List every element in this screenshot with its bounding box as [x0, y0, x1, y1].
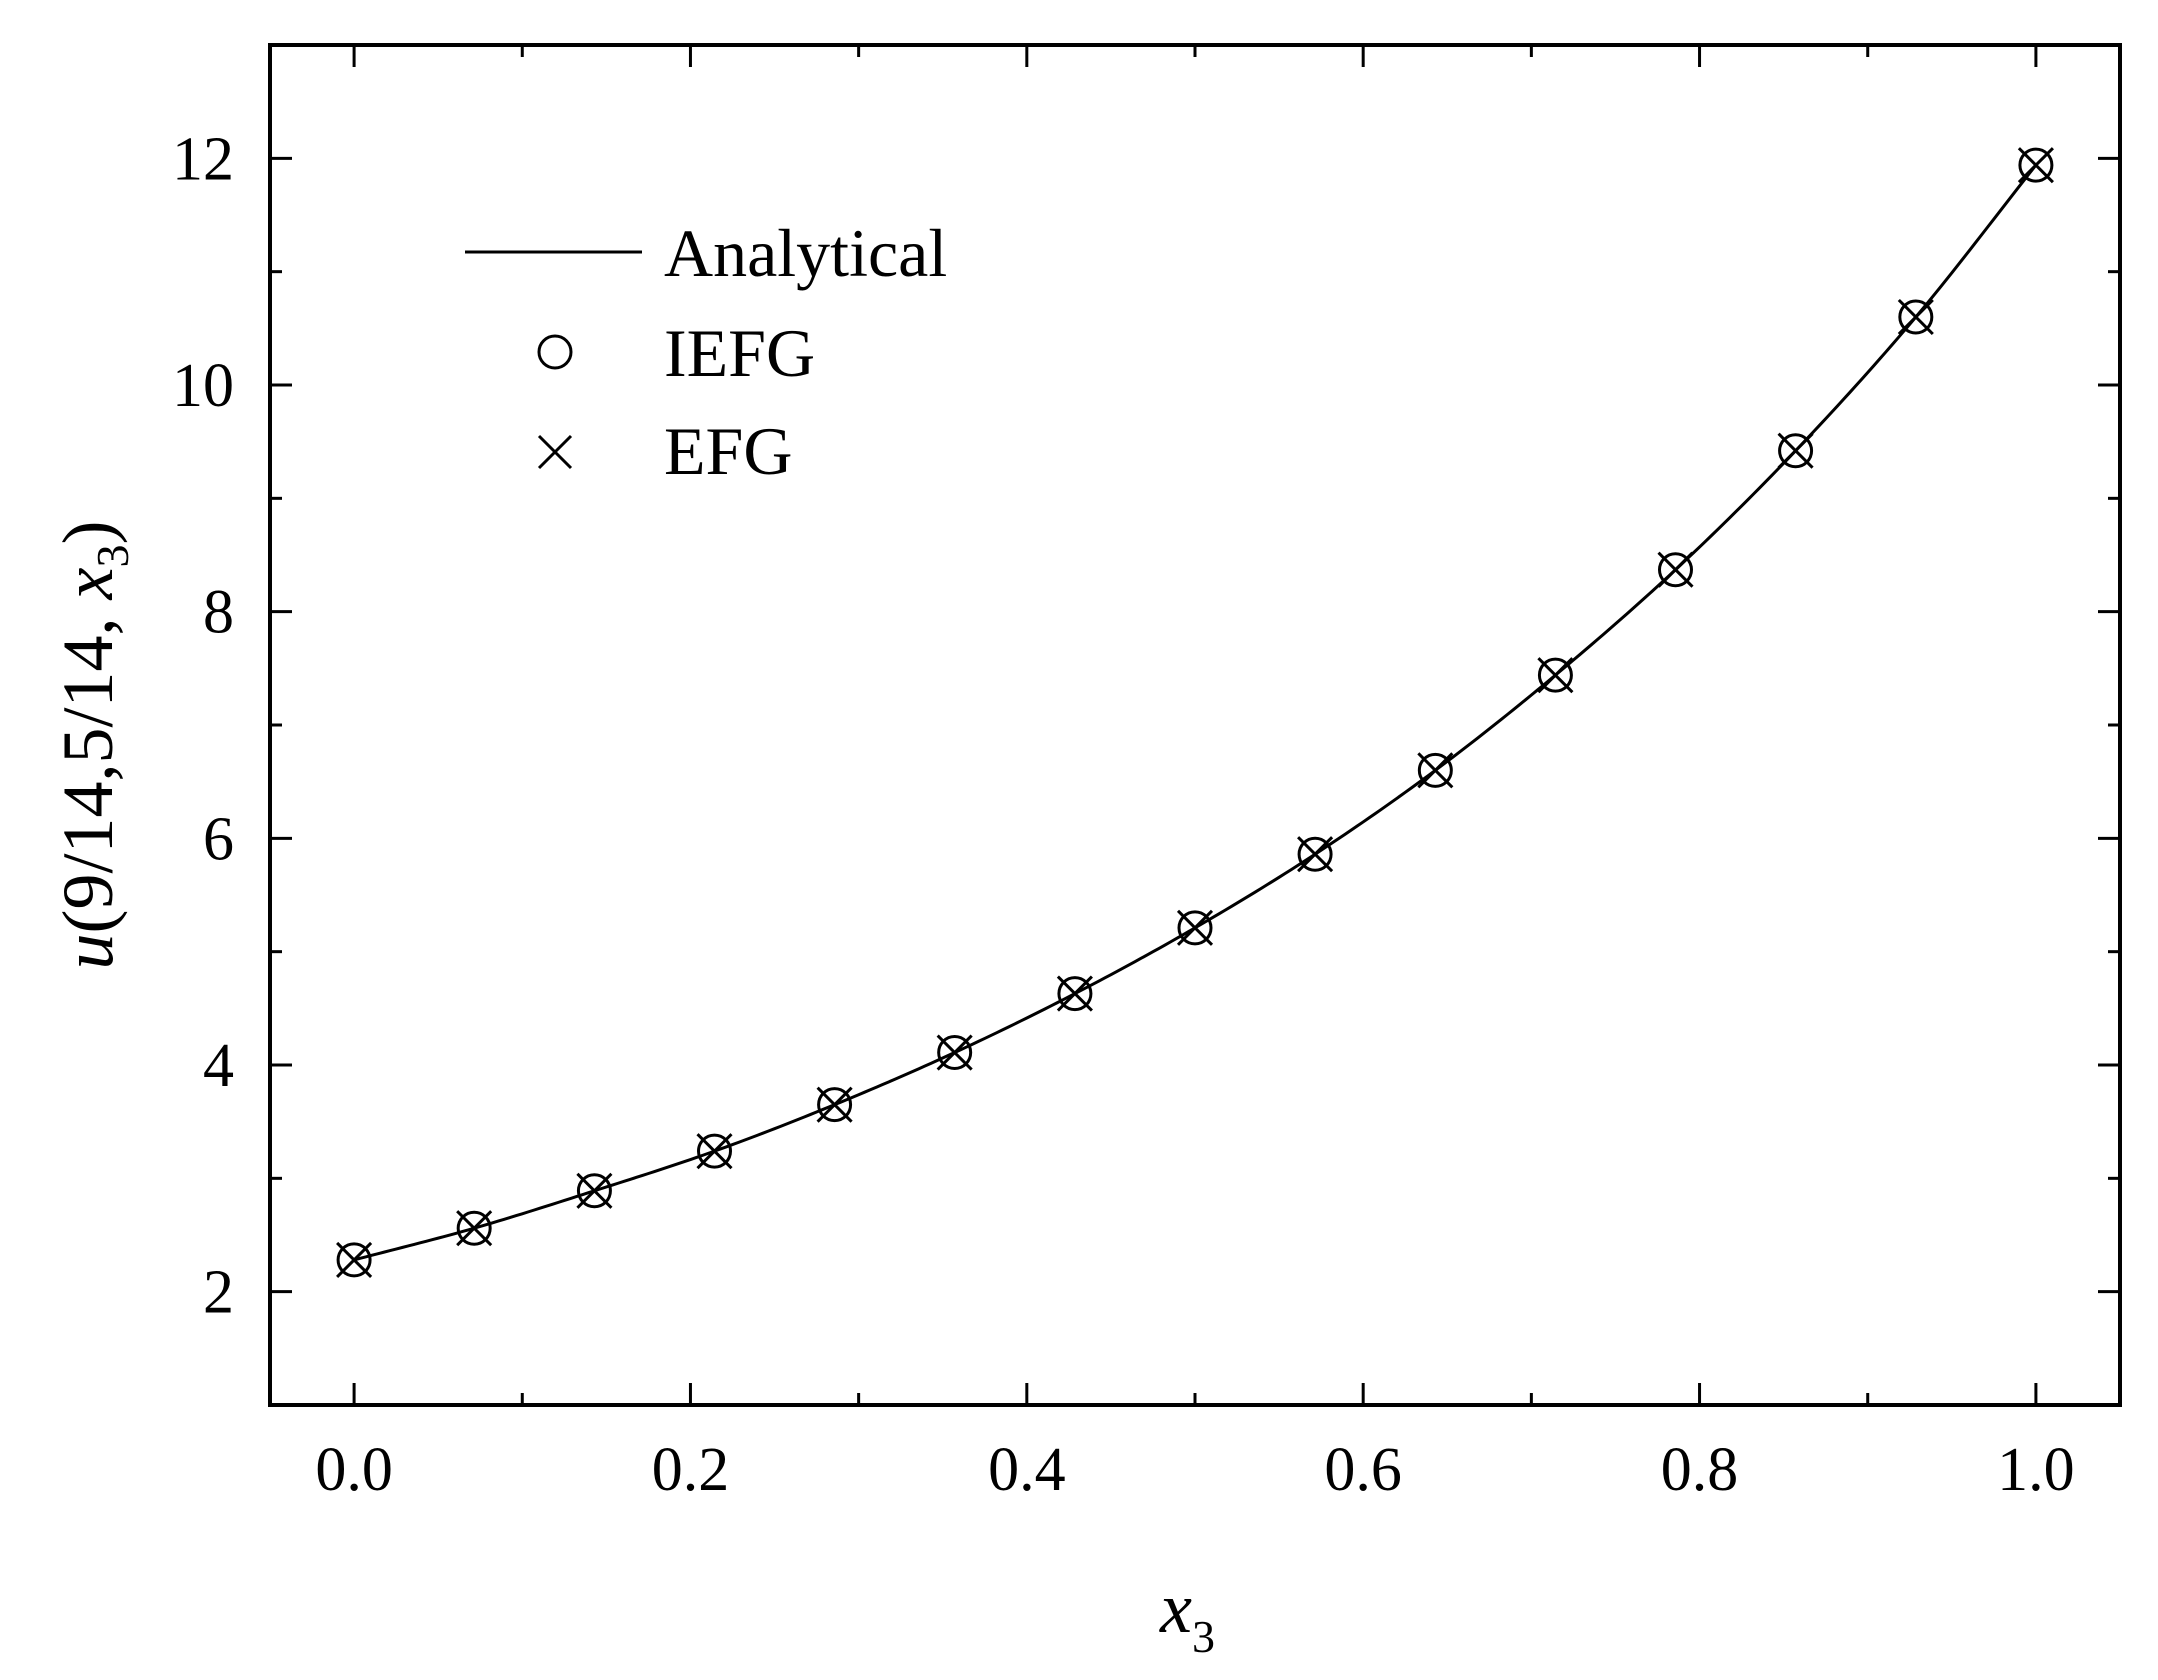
legend-marker-iefg: [537, 334, 573, 370]
y-axis-label-prefix: u: [48, 933, 128, 969]
plot-frame: [268, 43, 2122, 1407]
x-tick-label: 0.4: [988, 1436, 1066, 1504]
ticks-layer: 0.0 0.2 0.4 0.6 0.8 1.0 2 4 6 8 10 12: [172, 45, 2120, 1504]
efg-point-stroke-b: [2017, 147, 2054, 184]
efg-point: [336, 1241, 373, 1278]
iefg-point: [1898, 299, 1934, 335]
efg-point: [936, 1034, 973, 1071]
y-axis-label-suffix: ): [48, 521, 128, 545]
x-axis-label: x3: [1159, 1568, 1215, 1662]
legend: Analytical IEFG EFG: [465, 215, 947, 489]
y-axis-label-var: x: [48, 567, 128, 600]
efg-point-stroke-b: [1297, 836, 1334, 873]
analytical-series: [353, 164, 2038, 1262]
iefg-point: [1297, 836, 1333, 872]
efg-point-stroke-b: [456, 1210, 493, 1247]
efg-point: [1417, 752, 1454, 789]
y-tick-label: 10: [172, 352, 234, 420]
x-tick-label: 0.0: [315, 1436, 393, 1504]
efg-point-stroke-b: [1056, 975, 1093, 1012]
x-tick-label: 0.6: [1324, 1436, 1402, 1504]
efg-point-stroke-b: [1176, 909, 1214, 946]
x-tick-label: 0.8: [1661, 1436, 1739, 1504]
efg-point: [2017, 147, 2054, 184]
efg-point: [816, 1086, 853, 1123]
y-axis-label-main: (9/14,5/14,: [48, 599, 128, 933]
efg-point: [1657, 551, 1694, 588]
iefg-point: [817, 1087, 853, 1123]
x-axis-label-subscript: 3: [1192, 1611, 1215, 1662]
efg-point: [456, 1210, 493, 1247]
efg-point-stroke-b: [1777, 432, 1814, 469]
legend-label-efg: EFG: [664, 413, 792, 489]
iefg-point: [576, 1173, 612, 1209]
efg-point-stroke-b: [336, 1241, 373, 1278]
y-axis-label-subscript: 3: [87, 545, 138, 568]
y-tick-label: 4: [203, 1032, 234, 1100]
efg-point: [1176, 909, 1214, 946]
legend-label-iefg: IEFG: [664, 315, 815, 391]
efg-point: [1297, 836, 1334, 873]
y-tick-label: 12: [172, 125, 234, 193]
y-tick-label: 8: [203, 579, 234, 647]
y-axis-label: u(9/14,5/14, x3): [48, 521, 138, 970]
iefg-point: [1778, 433, 1814, 469]
efg-point-stroke-b: [576, 1172, 613, 1209]
iefg-point: [1057, 976, 1093, 1012]
iefg-point: [2018, 147, 2054, 183]
iefg-point: [1177, 910, 1213, 946]
legend-label-analytical: Analytical: [664, 215, 947, 291]
iefg-point: [697, 1133, 733, 1169]
efg-point-stroke-b: [1537, 657, 1574, 694]
legend-marker-efg: [537, 434, 573, 470]
efg-point-stroke-b: [936, 1034, 973, 1071]
iefg-point: [336, 1242, 372, 1278]
efg-point-stroke-b: [1657, 551, 1694, 588]
iefg-series: [336, 147, 2054, 1278]
efg-point: [1897, 298, 1934, 336]
efg-series: [336, 147, 2054, 1278]
analytical-line: [353, 164, 2038, 1262]
efg-point-stroke-b: [1897, 298, 1934, 336]
iefg-point: [1417, 752, 1453, 788]
y-tick-label: 6: [203, 805, 234, 873]
x-tick-label: 0.2: [652, 1436, 730, 1504]
efg-point: [576, 1172, 613, 1209]
efg-point-stroke-b: [696, 1133, 733, 1170]
iefg-point: [456, 1210, 492, 1246]
efg-point: [1537, 657, 1574, 694]
efg-point: [696, 1133, 733, 1170]
iefg-point: [1537, 657, 1573, 693]
y-tick-label: 2: [203, 1259, 234, 1327]
efg-point: [1056, 975, 1093, 1012]
efg-point-stroke-b: [816, 1086, 853, 1123]
efg-point-stroke-b: [1417, 752, 1454, 789]
iefg-point: [937, 1035, 973, 1071]
efg-point: [1777, 432, 1814, 469]
iefg-point: [1657, 552, 1693, 588]
x-tick-label: 1.0: [1997, 1436, 2075, 1504]
x-axis-label-var: x: [1159, 1568, 1192, 1648]
